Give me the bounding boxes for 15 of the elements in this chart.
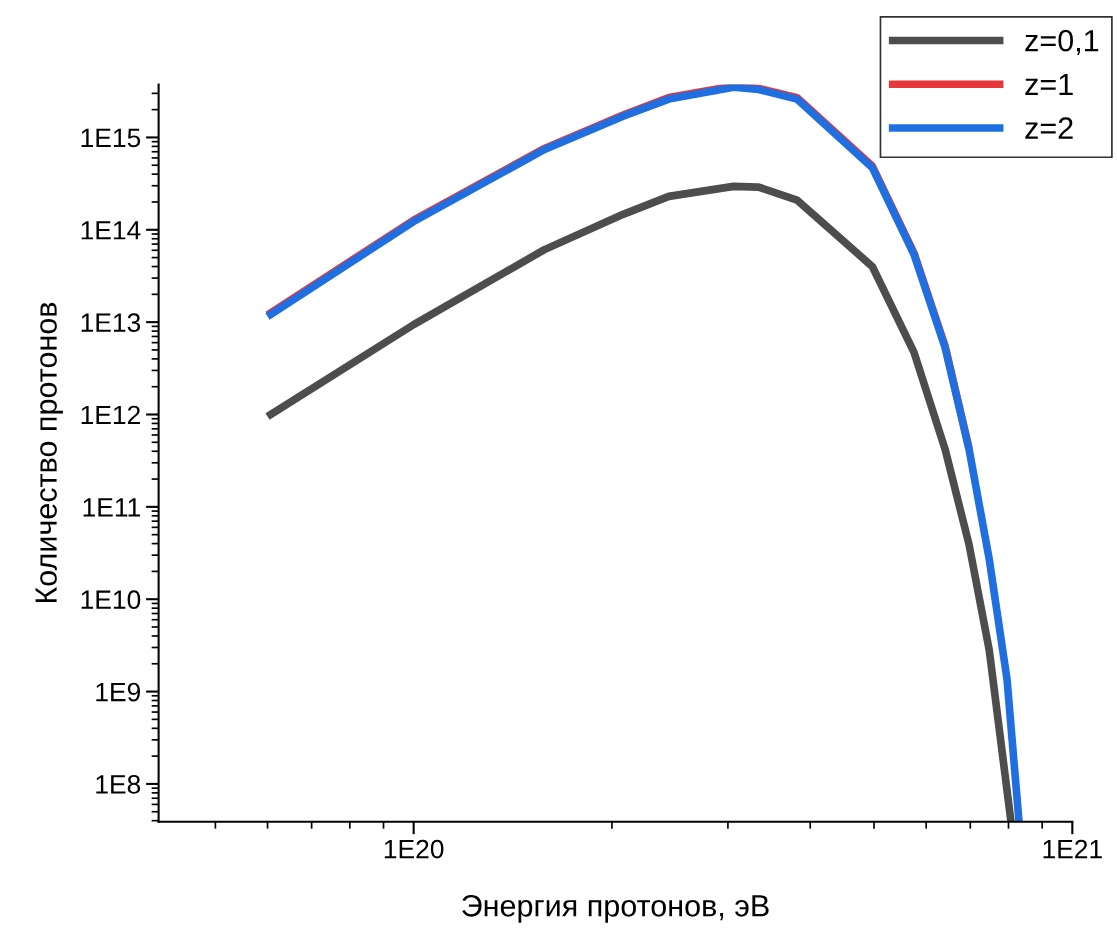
x-axis-title: Энергия протонов, эВ xyxy=(462,895,769,923)
y-axis-title: Количество протонов xyxy=(35,302,63,603)
y-tick-label: 1E8 xyxy=(96,775,141,794)
y-tick-label: 1E14 xyxy=(81,221,141,240)
y-tick-label: 1E10 xyxy=(81,590,141,610)
legend-label: z=2 xyxy=(1025,117,1073,139)
legend-label: z=0,1 xyxy=(1025,29,1099,56)
y-tick-label: 1E12 xyxy=(81,405,140,425)
y-tick-label: 1E15 xyxy=(81,128,141,148)
legend-label: z=1 xyxy=(1025,73,1073,95)
x-tick-label: 1E20 xyxy=(384,839,444,859)
y-tick-label: 1E11 xyxy=(83,498,140,517)
x-tick-label: 1E21 xyxy=(1043,839,1102,859)
y-tick-label: 1E9 xyxy=(96,682,140,702)
y-tick-label: 1E13 xyxy=(81,313,141,332)
